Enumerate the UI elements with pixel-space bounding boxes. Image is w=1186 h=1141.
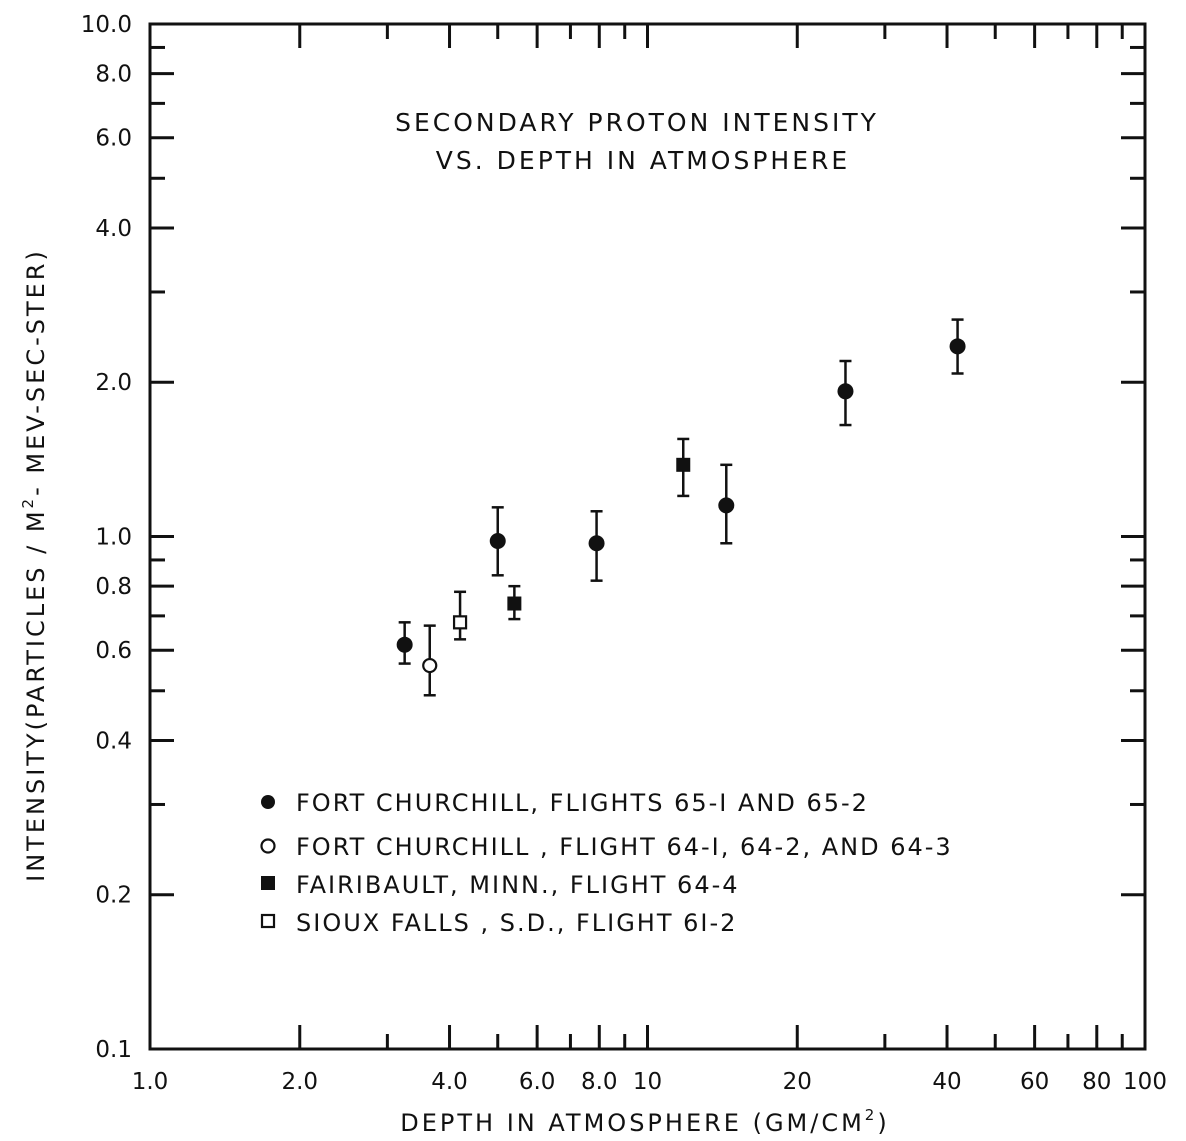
- data-points: [396, 318, 966, 697]
- data-point-filled-circle: [588, 535, 605, 552]
- data-point-filled-circle: [949, 338, 966, 355]
- data-point-filled-square: [507, 596, 522, 611]
- y-axis-title: INTENSITY(PARTICLES / M2- MEV-SEC-STER): [19, 248, 50, 882]
- legend-label-series-3: FAIRIBAULT, MINN., FLIGHT 64-4: [296, 871, 740, 899]
- chart-title-line-1: SECONDARY PROTON INTENSITY: [395, 108, 879, 137]
- legend-marker-filled-circle: [261, 795, 275, 809]
- x-tick-label: 80: [1082, 1069, 1111, 1095]
- x-tick-label: 60: [1020, 1069, 1049, 1095]
- x-tick-label: 8.0: [581, 1069, 618, 1095]
- x-axis-title-main: DEPTH IN ATMOSPHERE (GM/CM: [400, 1109, 865, 1137]
- x-tick-label: 1.0: [132, 1069, 169, 1095]
- legend-label-series-2: FORT CHURCHILL , FLIGHT 64-I, 64-2, AND …: [296, 833, 953, 861]
- x-tick-label: 20: [783, 1069, 812, 1095]
- y-axis-title-suffix: - MEV-SEC-STER): [22, 248, 50, 496]
- y-tick-label: 1.0: [95, 525, 132, 551]
- x-axis-title-suffix: ): [877, 1109, 889, 1137]
- data-point-open-circle: [422, 657, 438, 674]
- y-tick-label: 0.8: [95, 574, 132, 600]
- x-tick-label: 100: [1123, 1069, 1167, 1095]
- y-tick-label: 10.0: [81, 12, 132, 38]
- legend: FORT CHURCHILL, FLIGHTS 65-I AND 65-2 FO…: [260, 789, 953, 937]
- x-tick-label: 2.0: [281, 1069, 318, 1095]
- data-point-filled-circle: [718, 497, 735, 514]
- data-point-open-square: [452, 615, 468, 630]
- y-tick-label: 8.0: [95, 62, 132, 88]
- x-tick-label: 10: [633, 1069, 662, 1095]
- x-tick-label: 40: [932, 1069, 961, 1095]
- chart-title-line-2: VS. DEPTH IN ATMOSPHERE: [436, 146, 850, 175]
- legend-marker-open-square: [260, 913, 276, 929]
- y-tick-label: 0.4: [95, 728, 132, 754]
- y-tick-label: 6.0: [95, 126, 132, 152]
- data-point-filled-circle: [837, 383, 854, 400]
- x-axis-title: DEPTH IN ATMOSPHERE (GM/CM2): [400, 1106, 889, 1137]
- legend-label-series-4: SIOUX FALLS , S.D., FLIGHT 6I-2: [296, 909, 737, 937]
- axis-ticks: 1.0 2.0 4.0 6.0 8.0 10 20 40 60 80 100 0.1 0.2 0.4 0.6…: [81, 12, 1167, 1095]
- y-tick-label: 0.6: [95, 638, 132, 664]
- y-axis-title-superscript: 2: [19, 496, 37, 509]
- y-tick-label: 0.2: [95, 883, 132, 909]
- legend-marker-open-circle: [260, 838, 276, 854]
- x-axis-title-superscript: 2: [865, 1106, 878, 1124]
- x-tick-label: 4.0: [431, 1069, 468, 1095]
- data-point-filled-square: [676, 457, 691, 472]
- y-axis-title-main: INTENSITY(PARTICLES / M: [22, 508, 50, 881]
- x-tick-label: 6.0: [519, 1069, 556, 1095]
- data-point-filled-circle: [489, 532, 506, 549]
- y-tick-label: 4.0: [95, 216, 132, 242]
- y-tick-label: 0.1: [95, 1037, 132, 1063]
- data-point-filled-circle: [396, 636, 413, 653]
- legend-label-series-1: FORT CHURCHILL, FLIGHTS 65-I AND 65-2: [296, 789, 869, 817]
- y-tick-label: 2.0: [95, 370, 132, 396]
- legend-marker-filled-square: [261, 876, 275, 890]
